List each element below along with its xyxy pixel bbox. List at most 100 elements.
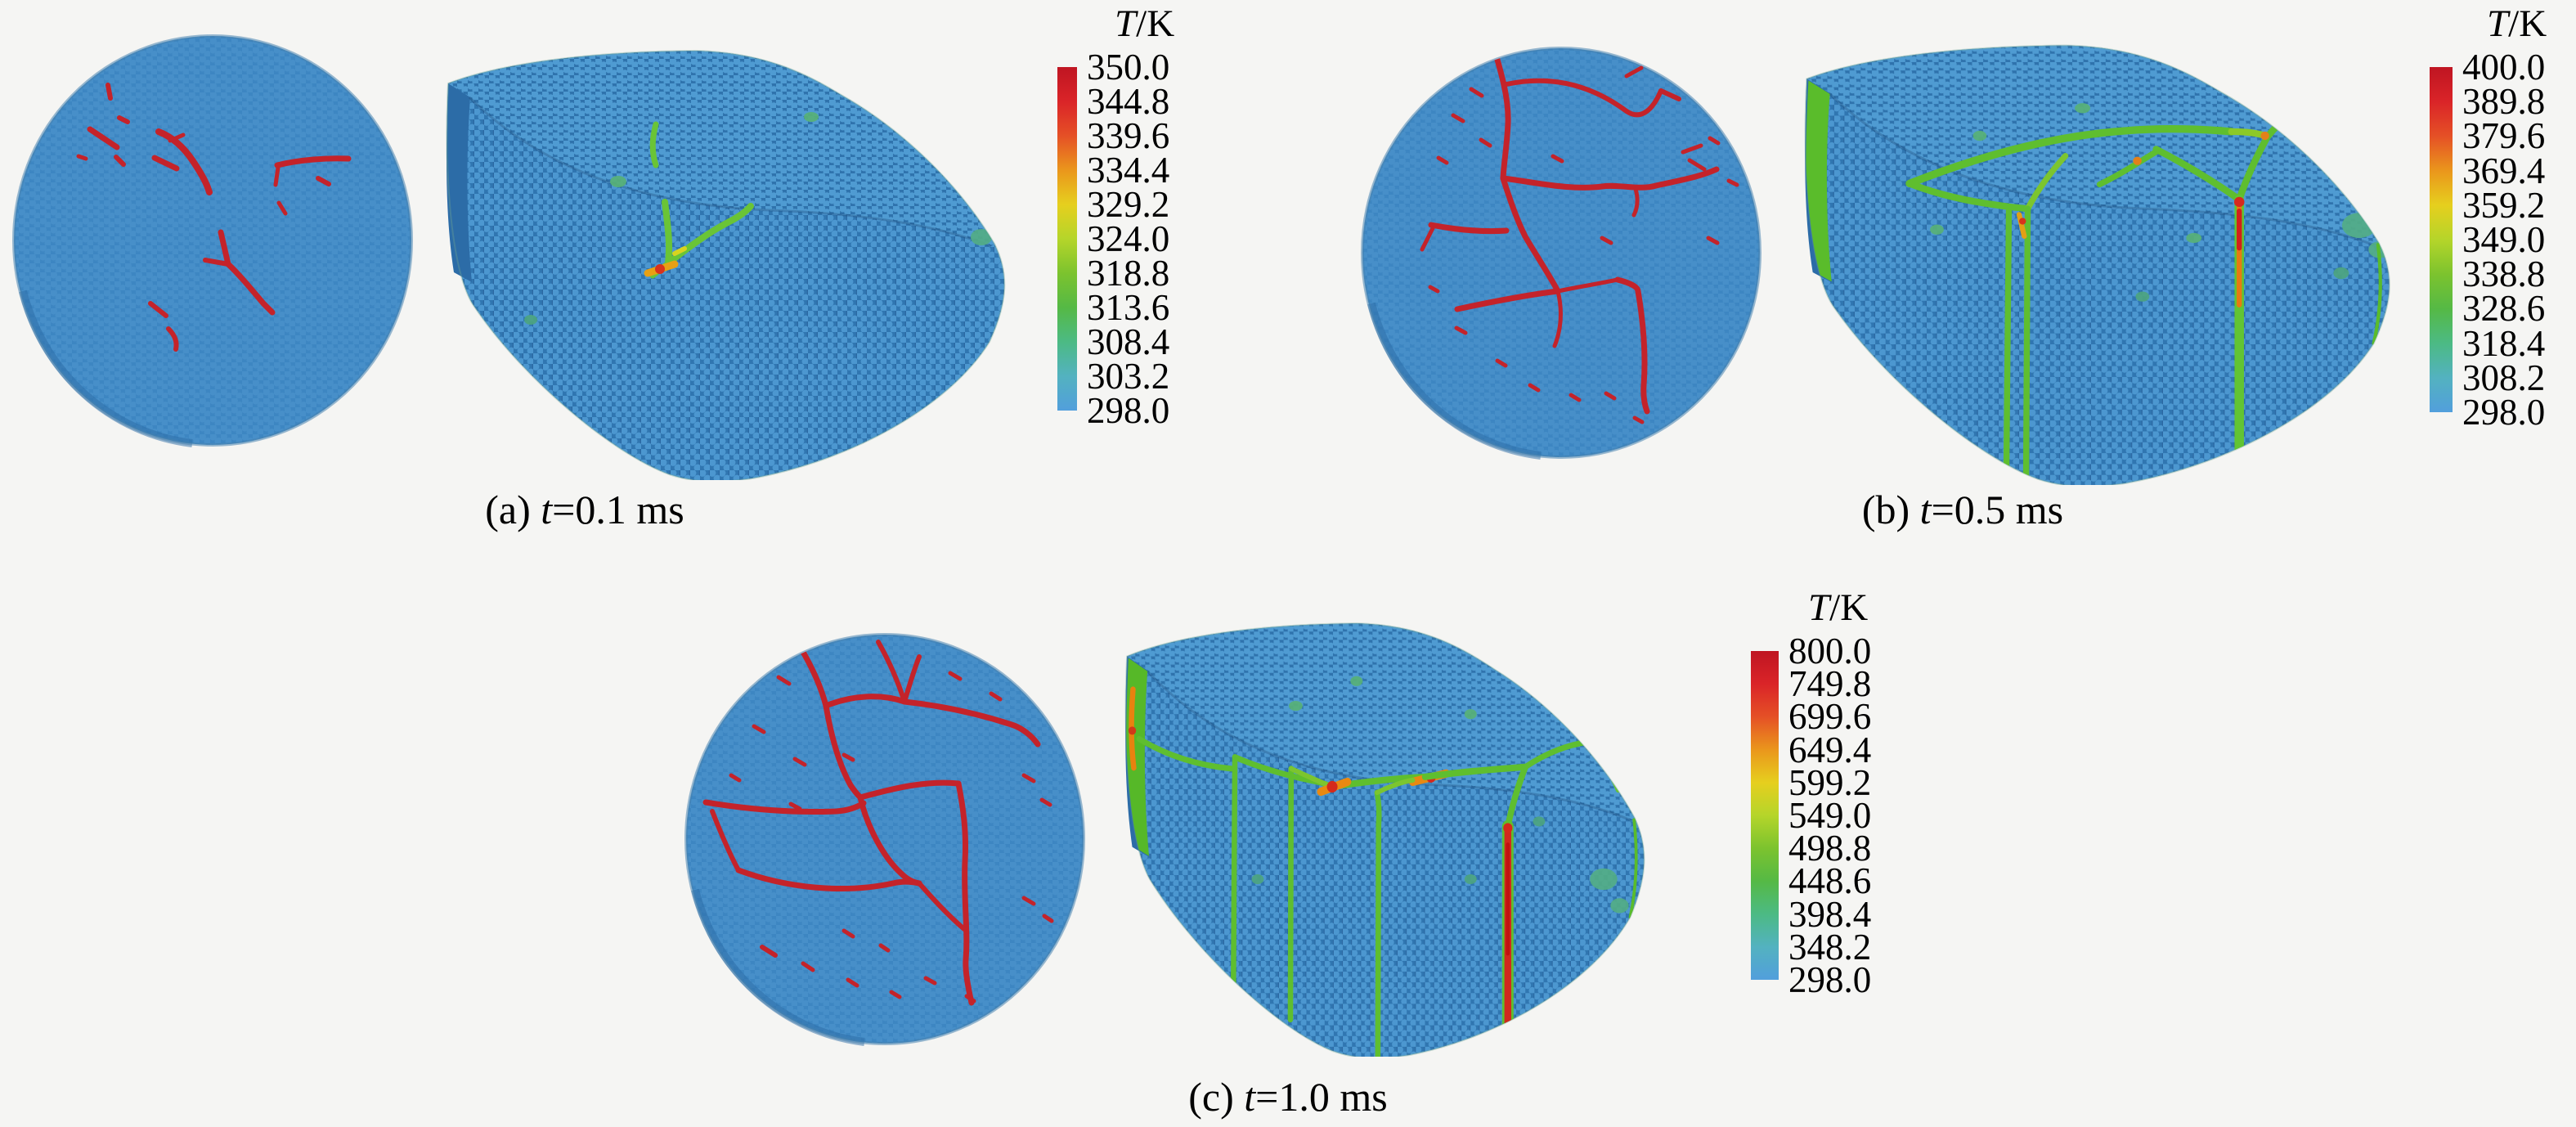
crack-line xyxy=(876,640,907,704)
crack-line xyxy=(846,977,859,988)
crack-line xyxy=(1500,166,1720,191)
crack-line xyxy=(1628,818,1638,919)
crack-line xyxy=(901,698,1041,748)
warm-patch xyxy=(1533,816,1546,827)
colorbar-title: T/K xyxy=(1115,2,1174,46)
colorbar-tick-label: 800.0 xyxy=(1788,631,1872,671)
colorbar-title-symbol: T xyxy=(1808,586,1830,629)
colorbar-tick-label: 348.2 xyxy=(1788,926,1872,968)
crack-line xyxy=(1708,136,1721,146)
crack-line xyxy=(1494,56,1511,182)
crack-line xyxy=(878,943,891,953)
warm-patch xyxy=(610,176,626,187)
warm-patch xyxy=(1972,130,1987,141)
crack-line xyxy=(1528,383,1541,393)
crack-line xyxy=(114,155,126,167)
crack-line xyxy=(841,928,855,939)
crack-line xyxy=(760,945,778,958)
crack-line xyxy=(1568,393,1582,402)
caption-prefix: (a) xyxy=(485,487,541,532)
crack-line xyxy=(1454,326,1468,335)
colorbar-tick-label: 303.2 xyxy=(1087,356,1170,397)
crack-line xyxy=(1522,739,1589,770)
disc-view-c xyxy=(680,628,1089,1053)
crack-line xyxy=(857,779,962,801)
crack-line xyxy=(1451,113,1465,123)
warm-patch xyxy=(2333,267,2349,280)
colorbar-tick-label: 369.4 xyxy=(2462,150,2546,191)
colorbar-tick-label: 359.2 xyxy=(2462,184,2546,226)
colorbar-tick-label: 349.0 xyxy=(2462,218,2546,260)
warm-patch xyxy=(1610,898,1629,914)
crack-line xyxy=(1428,222,1510,235)
colorbar-tick-label: 308.2 xyxy=(2462,357,2546,398)
crack-line xyxy=(1454,288,1561,312)
colorbar-gradient xyxy=(1057,67,1077,411)
crack-line xyxy=(948,671,963,681)
crack-line xyxy=(823,703,864,801)
colorbar-tick-label: 324.0 xyxy=(1087,218,1170,259)
colorbar-tick-label: 344.8 xyxy=(1087,81,1170,122)
crack-line xyxy=(1555,277,1620,294)
crack-line xyxy=(923,976,937,986)
colorbar-gradient xyxy=(1751,651,1779,980)
crack-line xyxy=(1287,766,1295,1023)
crack-line xyxy=(87,126,120,150)
crack-line xyxy=(989,691,1003,702)
warm-patch xyxy=(1289,701,1303,712)
colorbar-title-symbol: T xyxy=(1115,2,1137,45)
colorbar-tick-label: 298.0 xyxy=(1087,390,1170,431)
crack-line xyxy=(168,132,186,143)
colorbar-tick-label: 298.0 xyxy=(2462,391,2546,433)
crack-line xyxy=(1614,276,1650,415)
crack-line xyxy=(1687,158,1707,172)
crack-line xyxy=(1021,896,1036,906)
crack-line xyxy=(1631,186,1640,218)
crack-line xyxy=(672,246,687,256)
crack-line xyxy=(276,200,288,216)
crack-line xyxy=(917,881,967,932)
wedge-view-c xyxy=(1124,622,1646,1057)
caption-prefix: (c) xyxy=(1188,1074,1245,1120)
crack-line xyxy=(1632,415,1645,424)
colorbar-tick-label: 649.4 xyxy=(1788,729,1872,770)
warm-patch xyxy=(2135,291,2150,302)
crack-line xyxy=(1375,821,1382,1057)
crack-line xyxy=(735,867,922,892)
crack-line xyxy=(1039,797,1052,807)
caption-value: =0.1 ms xyxy=(552,487,684,532)
caption-b: (b) t=0.5 ms xyxy=(1815,486,2110,533)
crack-line xyxy=(76,154,88,161)
colorbar-gradient xyxy=(2430,67,2453,412)
crack-line xyxy=(801,961,815,972)
wedge-view-a xyxy=(445,49,1006,480)
crack-line xyxy=(1624,65,1644,79)
hotspot-dot xyxy=(1128,726,1137,735)
crack-line xyxy=(1905,180,2031,213)
warm-patch xyxy=(1464,709,1477,720)
crack-line xyxy=(151,155,180,172)
crack-line xyxy=(2264,101,2305,141)
warm-patch xyxy=(2341,213,2376,238)
colorbar-title: T/K xyxy=(2487,2,2547,46)
crack-line xyxy=(1042,914,1054,923)
caption-variable: t xyxy=(541,487,553,532)
colorbar-tick-label: 338.8 xyxy=(2462,254,2546,295)
crack-line xyxy=(203,258,231,267)
warm-patch xyxy=(2186,232,2202,244)
crack-line xyxy=(274,155,352,168)
crack-line xyxy=(1681,143,1703,155)
warm-patch xyxy=(804,112,819,122)
colorbar-labels: 350.0 344.8 339.6 334.4 329.2 324.0 318.8 313.6… xyxy=(1087,49,1170,431)
colorbar-title-unit: /K xyxy=(2508,2,2547,45)
hotspot-dot xyxy=(655,264,665,274)
crack-line xyxy=(155,128,213,195)
colorbar-labels: 400.0 389.8 379.6 369.4 359.2 349.0 338.8 328.6… xyxy=(2462,49,2546,433)
colorbar-tick-label: 498.8 xyxy=(1788,828,1872,869)
crack-line xyxy=(788,801,802,811)
crack-line xyxy=(797,644,829,709)
crack-line xyxy=(105,83,113,101)
colorbar-title-unit: /K xyxy=(1829,586,1869,629)
crack-line xyxy=(1604,391,1617,401)
